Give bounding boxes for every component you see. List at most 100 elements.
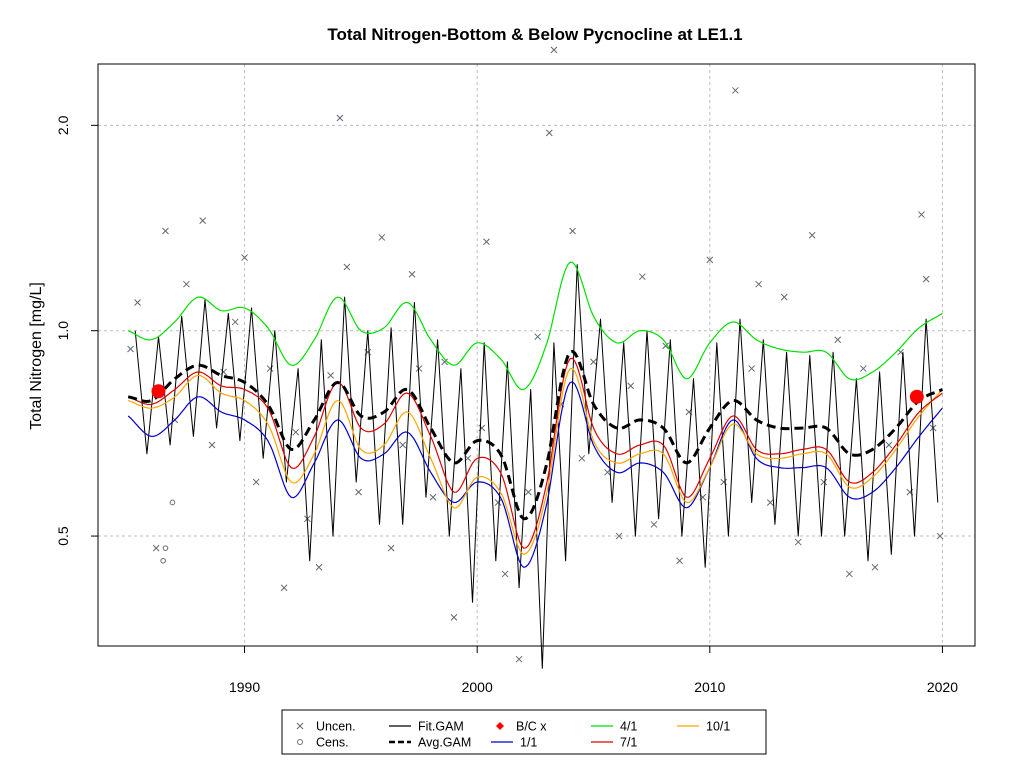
- uncensored-point-stroke-b: [859, 365, 867, 372]
- uncensored-point: [429, 493, 437, 501]
- uncensored-point-stroke-b: [918, 211, 925, 218]
- uncensored-point: [220, 368, 227, 376]
- legend-item-q7: 7/1: [591, 736, 637, 750]
- uncensored-point-stroke-b: [515, 655, 523, 663]
- legend-item-bc: B/C x: [496, 720, 547, 734]
- uncensored-point: [241, 254, 248, 261]
- grid-layer: [98, 64, 975, 646]
- x-tick-label: 2000: [462, 679, 493, 695]
- uncensored-point: [918, 211, 925, 218]
- uncensored-point: [266, 365, 274, 372]
- legend-items: Uncen. Cens. Fit.GAM Avg.GAM B/C x 1/1 4/1 7/1 1…: [296, 720, 730, 750]
- uncensored-point-stroke-b: [252, 478, 260, 486]
- fit-gam-line: [134, 264, 939, 669]
- uncensored-point-stroke-b: [408, 270, 416, 278]
- uncensored-point-stroke-b: [706, 256, 714, 264]
- uncensored-point-stroke-b: [162, 227, 169, 235]
- y-tick-label: 0.5: [55, 526, 71, 546]
- uncensored-points-layer: [127, 46, 944, 663]
- legend-label: B/C x: [516, 720, 547, 734]
- legend-item-avg: Avg.GAM: [389, 736, 471, 750]
- uncensored-point-stroke-b: [922, 275, 930, 283]
- uncensored-point: [199, 217, 207, 224]
- legend-label: Uncen.: [316, 720, 356, 734]
- uncensored-point-stroke-b: [152, 544, 160, 552]
- uncensored-point: [604, 468, 611, 476]
- chart-title: Total Nitrogen-Bottom & Below Pycnocline…: [327, 25, 742, 44]
- uncensored-point-stroke-b: [327, 372, 334, 379]
- uncensored-point-stroke-b: [615, 532, 623, 540]
- uncensored-point: [627, 382, 635, 390]
- uncensored-point: [871, 563, 879, 571]
- legend-item-q4: 4/1: [591, 720, 637, 734]
- uncensored-point-stroke-b: [241, 254, 248, 261]
- legend-label: 7/1: [620, 736, 637, 750]
- uncensored-point-stroke-b: [231, 318, 239, 326]
- legend-item-q1: 1/1: [491, 736, 537, 750]
- uncensored-point: [399, 441, 407, 449]
- x-tick-label: 1990: [229, 679, 260, 695]
- uncensored-point: [766, 499, 774, 506]
- bc-points-layer: [151, 384, 924, 404]
- uncensored-point: [378, 234, 386, 241]
- uncensored-point-stroke-b: [578, 454, 586, 462]
- uncensored-point-stroke-b: [662, 342, 669, 350]
- uncensored-point-stroke-b: [720, 478, 728, 486]
- uncensored-point: [846, 570, 853, 578]
- uncensored-point-stroke-b: [627, 382, 635, 390]
- legend-box: [281, 709, 767, 755]
- uncensored-point-stroke-b: [343, 263, 351, 271]
- fit-gam-layer: [134, 264, 939, 669]
- uncensored-point: [134, 299, 141, 306]
- uncensored-point-stroke-b: [199, 217, 207, 224]
- legend-label: 10/1: [706, 720, 730, 734]
- uncensored-point-stroke-b: [755, 280, 763, 288]
- uncensored-point-stroke-b: [494, 499, 502, 506]
- uncensored-point-stroke-b: [483, 238, 490, 246]
- uncensored-point-stroke-b: [936, 532, 944, 540]
- uncensored-point: [706, 256, 714, 264]
- uncensored-point: [578, 454, 586, 462]
- uncensored-point: [231, 318, 239, 326]
- series-line-q4: [127, 261, 943, 391]
- uncensored-point: [615, 532, 623, 540]
- uncensored-point-stroke-b: [846, 570, 853, 578]
- uncensored-point: [127, 345, 134, 353]
- uncensored-point: [327, 372, 334, 379]
- legend-label: Fit.GAM: [418, 720, 464, 734]
- uncensored-point: [720, 478, 728, 486]
- uncensored-point: [590, 358, 597, 366]
- uncensored-point: [355, 488, 362, 496]
- censored-point: [162, 545, 169, 551]
- uncensored-point: [315, 563, 323, 571]
- uncensored-point-stroke-b: [183, 280, 190, 288]
- legend-label: 1/1: [520, 736, 537, 750]
- uncensored-point: [755, 280, 763, 288]
- uncensored-point-stroke-b: [429, 493, 437, 501]
- uncensored-point: [820, 478, 828, 486]
- uncensored-point: [834, 336, 842, 344]
- uncensored-point-stroke-b: [550, 46, 558, 54]
- uncensored-point-stroke-b: [292, 428, 300, 436]
- legend-label: 4/1: [620, 720, 637, 734]
- censored-points-layer: [160, 499, 176, 564]
- uncensored-point-stroke-b: [676, 557, 683, 565]
- x-tick-label: 2010: [694, 679, 725, 695]
- uncensored-point-stroke-b: [808, 231, 816, 239]
- uncensored-point: [408, 270, 416, 278]
- uncensored-point: [292, 428, 300, 436]
- uncensored-point: [387, 544, 395, 552]
- uncensored-point-stroke-b: [569, 227, 576, 235]
- uncensored-point-stroke-b: [336, 114, 344, 122]
- uncensored-point-stroke-b: [766, 499, 774, 506]
- uncensored-point: [936, 532, 944, 540]
- uncensored-point-stroke-b: [534, 333, 542, 341]
- uncensored-point-stroke-b: [501, 570, 509, 578]
- uncensored-point-stroke-b: [794, 538, 802, 546]
- legend-symbol-diamond: [496, 722, 504, 730]
- uncensored-point-stroke-b: [134, 299, 141, 306]
- legend-symbol-circle: [297, 739, 303, 745]
- uncensored-point-stroke-b: [208, 441, 216, 449]
- legend-item-fit: Fit.GAM: [389, 720, 464, 734]
- uncensored-point: [676, 557, 683, 565]
